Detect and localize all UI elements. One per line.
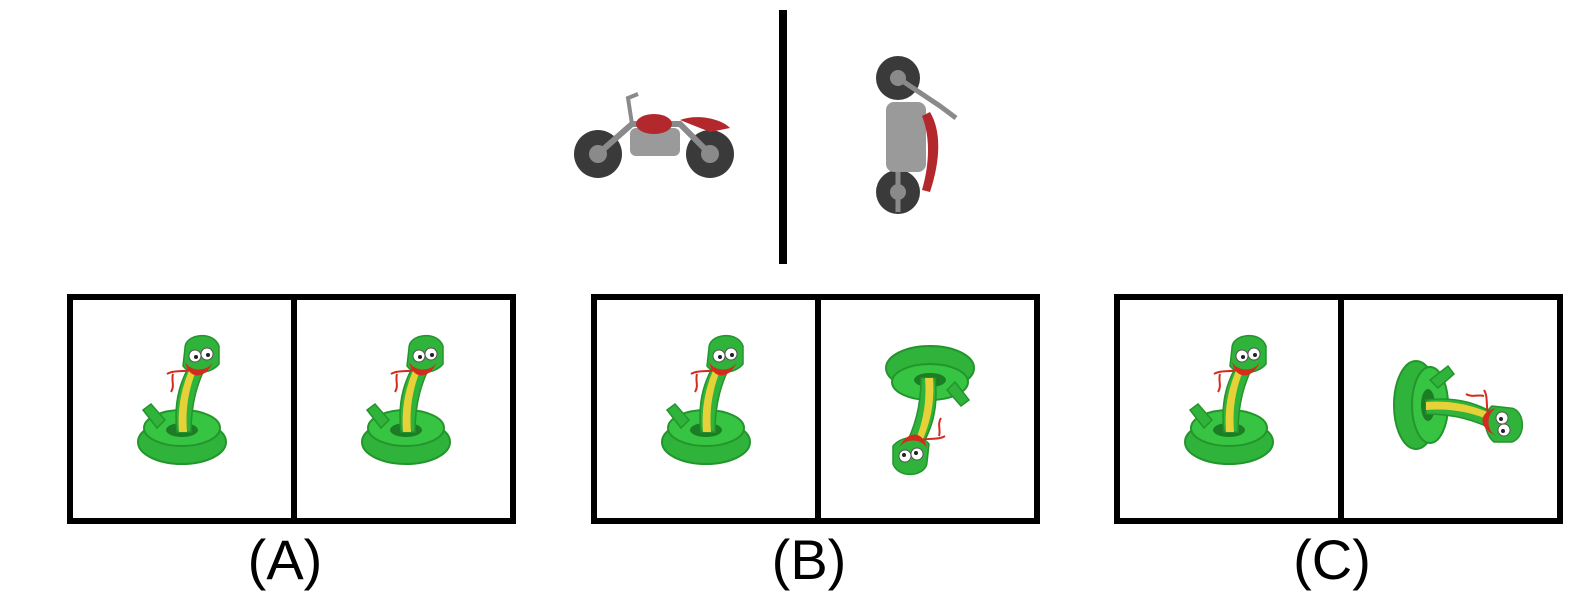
option-c-panel[interactable] [1114,294,1563,524]
panel-divider [1338,300,1344,518]
option-a-label: (A) [247,528,323,591]
snake-upright-icon [1120,300,1338,518]
option-b-panel[interactable] [591,294,1040,524]
snake-upright-icon [597,300,815,518]
snake-upright-icon [73,300,291,518]
panel-divider [815,300,821,518]
prompt-divider [779,10,787,264]
panel-divider [291,300,297,518]
snake-upside-down-icon [821,300,1039,518]
option-b-label: (B) [771,528,847,591]
motorcycle-rotated-icon [860,52,968,220]
snake-rotated-sideways-icon [1344,300,1562,518]
motorcycle-side-icon [570,88,738,184]
option-c-label: (C) [1293,528,1371,591]
snake-upright-icon [297,300,515,518]
option-a-panel[interactable] [67,294,516,524]
